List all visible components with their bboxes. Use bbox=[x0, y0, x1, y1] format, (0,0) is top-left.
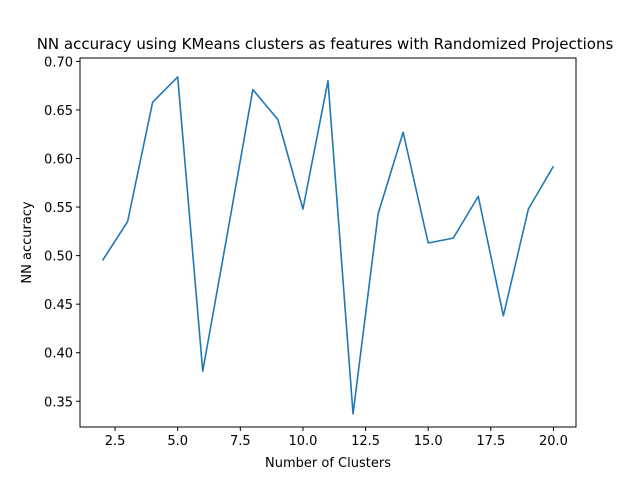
x-tick-label: 12.5 bbox=[351, 434, 380, 449]
y-axis: 0.35 0.40 0.45 0.50 0.55 0.60 0.65 0.70 bbox=[44, 55, 80, 410]
y-tick-label: 0.55 bbox=[44, 201, 73, 216]
y-tick-label: 0.70 bbox=[44, 55, 73, 70]
x-axis-label: Number of Clusters bbox=[265, 456, 391, 471]
x-tick-label: 2.5 bbox=[105, 434, 126, 449]
y-axis-label: NN accuracy bbox=[20, 201, 35, 284]
y-tick-label: 0.60 bbox=[44, 153, 73, 168]
series-group bbox=[101, 76, 555, 415]
y-tick-label: 0.65 bbox=[44, 104, 73, 119]
x-tick-label: 7.5 bbox=[230, 434, 251, 449]
x-tick-label: 5.0 bbox=[167, 434, 188, 449]
x-tick-label: 17.5 bbox=[476, 434, 505, 449]
y-tick-label: 0.35 bbox=[44, 395, 73, 410]
y-tick-label: 0.40 bbox=[44, 347, 73, 362]
plot-area bbox=[79, 57, 577, 428]
y-tick-label: 0.50 bbox=[44, 250, 73, 265]
x-axis: 2.5 5.0 7.5 10.0 12.5 15.0 17.5 20.0 bbox=[105, 427, 568, 449]
chart-title: NN accuracy using KMeans clusters as fea… bbox=[37, 35, 614, 53]
y-tick-label: 0.45 bbox=[44, 298, 73, 313]
series-line bbox=[101, 76, 555, 415]
x-tick-label: 10.0 bbox=[288, 434, 317, 449]
x-tick-label: 20.0 bbox=[539, 434, 568, 449]
x-tick-label: 15.0 bbox=[414, 434, 443, 449]
